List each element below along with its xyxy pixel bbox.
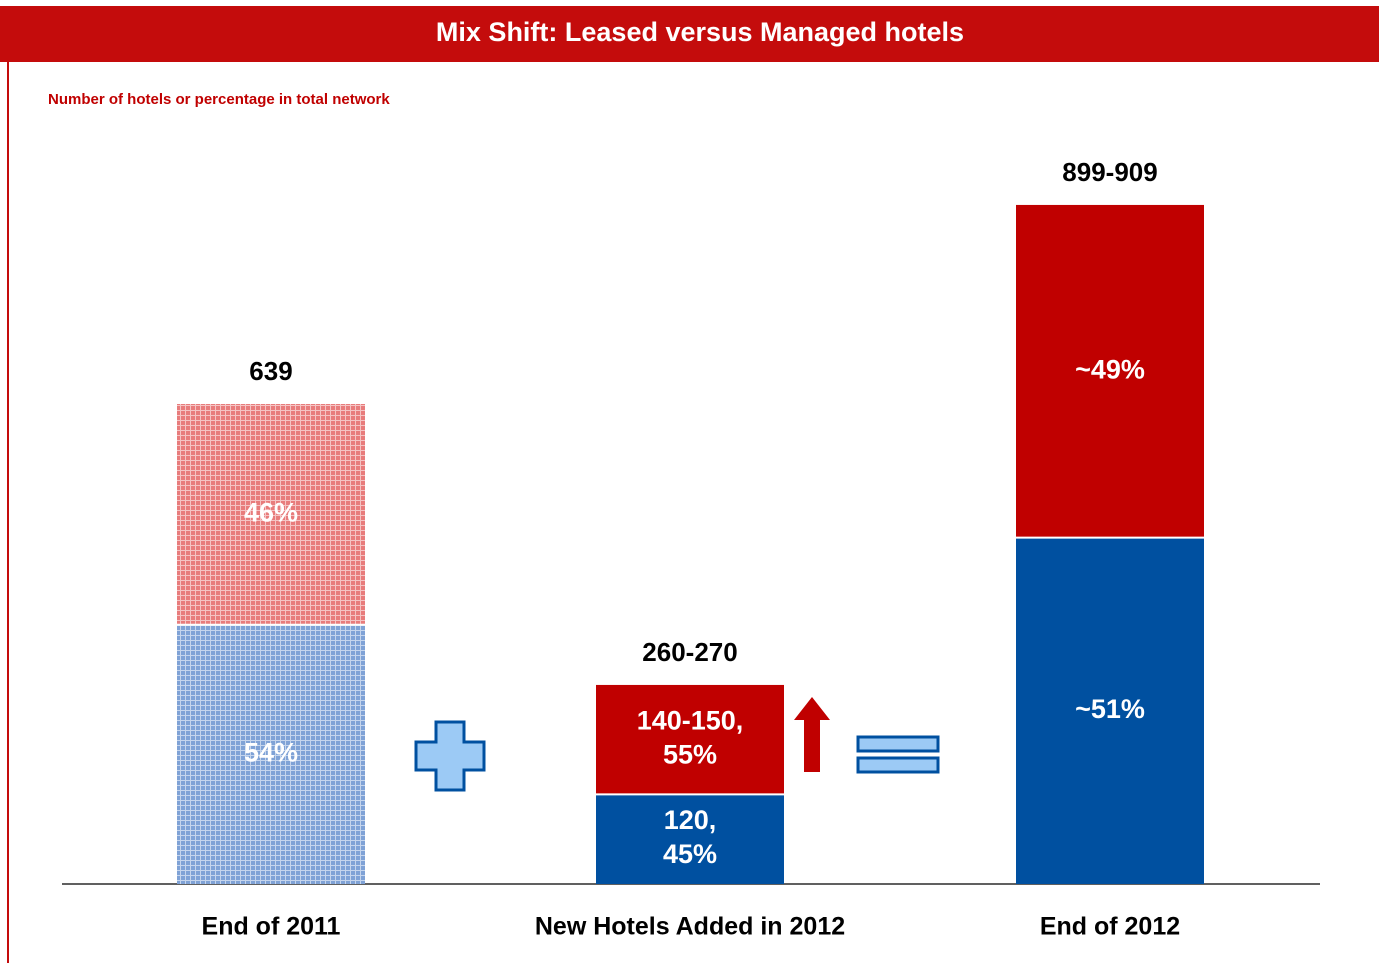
chart-subtitle: Number of hotels or percentage in total … bbox=[48, 91, 390, 108]
value-label: 120, 45% bbox=[663, 805, 717, 869]
plus-icon bbox=[414, 720, 486, 792]
value-label: 54% bbox=[244, 738, 298, 768]
x-tick-label: End of 2011 bbox=[202, 913, 341, 941]
up-arrow bbox=[794, 697, 830, 772]
title-bar bbox=[0, 6, 1379, 62]
chart-title: Mix Shift: Leased versus Managed hotels bbox=[436, 17, 964, 47]
equals-icon bbox=[856, 735, 940, 753]
total-label: 899-909 bbox=[1062, 157, 1157, 187]
x-tick-label: New Hotels Added in 2012 bbox=[535, 913, 845, 941]
bar-segment bbox=[596, 794, 784, 884]
value-label: 140-150, 55% bbox=[637, 706, 744, 770]
x-tick-label: End of 2012 bbox=[1040, 913, 1180, 941]
bar-segment bbox=[596, 684, 784, 795]
value-label: ~49% bbox=[1075, 354, 1145, 384]
bar-pattern bbox=[177, 624, 365, 884]
value-label: ~51% bbox=[1075, 694, 1145, 724]
value-label: 46% bbox=[244, 498, 298, 528]
equals-icon bbox=[856, 756, 940, 774]
total-label: 260-270 bbox=[642, 637, 737, 667]
bar-segment bbox=[1016, 204, 1204, 538]
bar-segment bbox=[1016, 537, 1204, 884]
bar-pattern bbox=[177, 404, 365, 625]
total-label: 639 bbox=[249, 356, 292, 386]
